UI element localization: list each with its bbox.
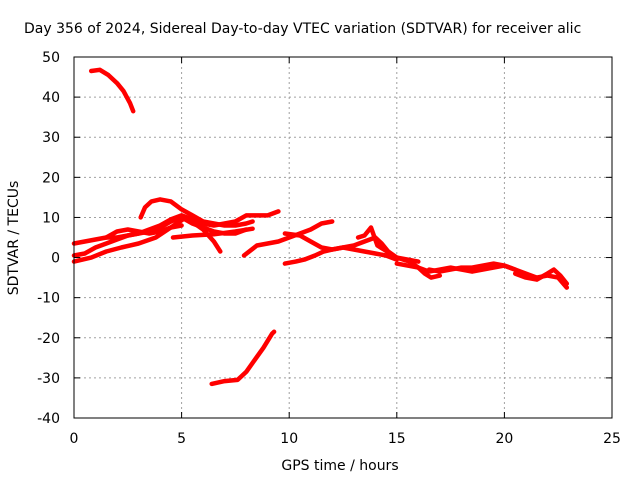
x-tick-label: 5 [177, 431, 186, 447]
y-tick-label: -30 [37, 371, 60, 387]
y-tick-label: -40 [37, 411, 60, 427]
y-tick-label: -20 [37, 331, 60, 347]
series-line-arc-9 [241, 219, 335, 258]
series-line-arc-1 [88, 67, 136, 114]
y-tick-label: 50 [42, 50, 60, 66]
series-line-arc-12 [355, 225, 443, 280]
x-tick-label: 25 [603, 431, 621, 447]
y-tick-label: 10 [42, 210, 60, 226]
series-line-arc-2 [209, 329, 277, 387]
x-axis-label: GPS time / hours [281, 458, 398, 474]
chart-title: Day 356 of 2024, Sidereal Day-to-day VTE… [24, 21, 581, 37]
series-line-arc-14 [426, 261, 518, 274]
series-line-arc-7 [104, 223, 184, 240]
series-group [71, 67, 570, 387]
x-tick-label: 0 [70, 431, 79, 447]
y-tick-label: 20 [42, 170, 60, 186]
y-tick-label: 30 [42, 130, 60, 146]
x-tick-label: 10 [280, 431, 298, 447]
axis-ticks: 0 5 10 15 20 25 -40 -30 -20 -10 0 10 20 30 40 50 [37, 50, 621, 447]
y-tick-label: 0 [51, 251, 60, 267]
y-axis-label: SDTVAR / TECUs [6, 181, 22, 296]
y-tick-label: -10 [37, 291, 60, 307]
x-tick-label: 15 [388, 431, 406, 447]
plot-frame [73, 56, 613, 419]
series-line-arc-8 [170, 226, 255, 240]
series-line-arc-6 [138, 197, 255, 228]
x-tick-label: 20 [495, 431, 513, 447]
series-line-arc-15 [512, 267, 570, 286]
y-tick-label: 40 [42, 90, 60, 106]
